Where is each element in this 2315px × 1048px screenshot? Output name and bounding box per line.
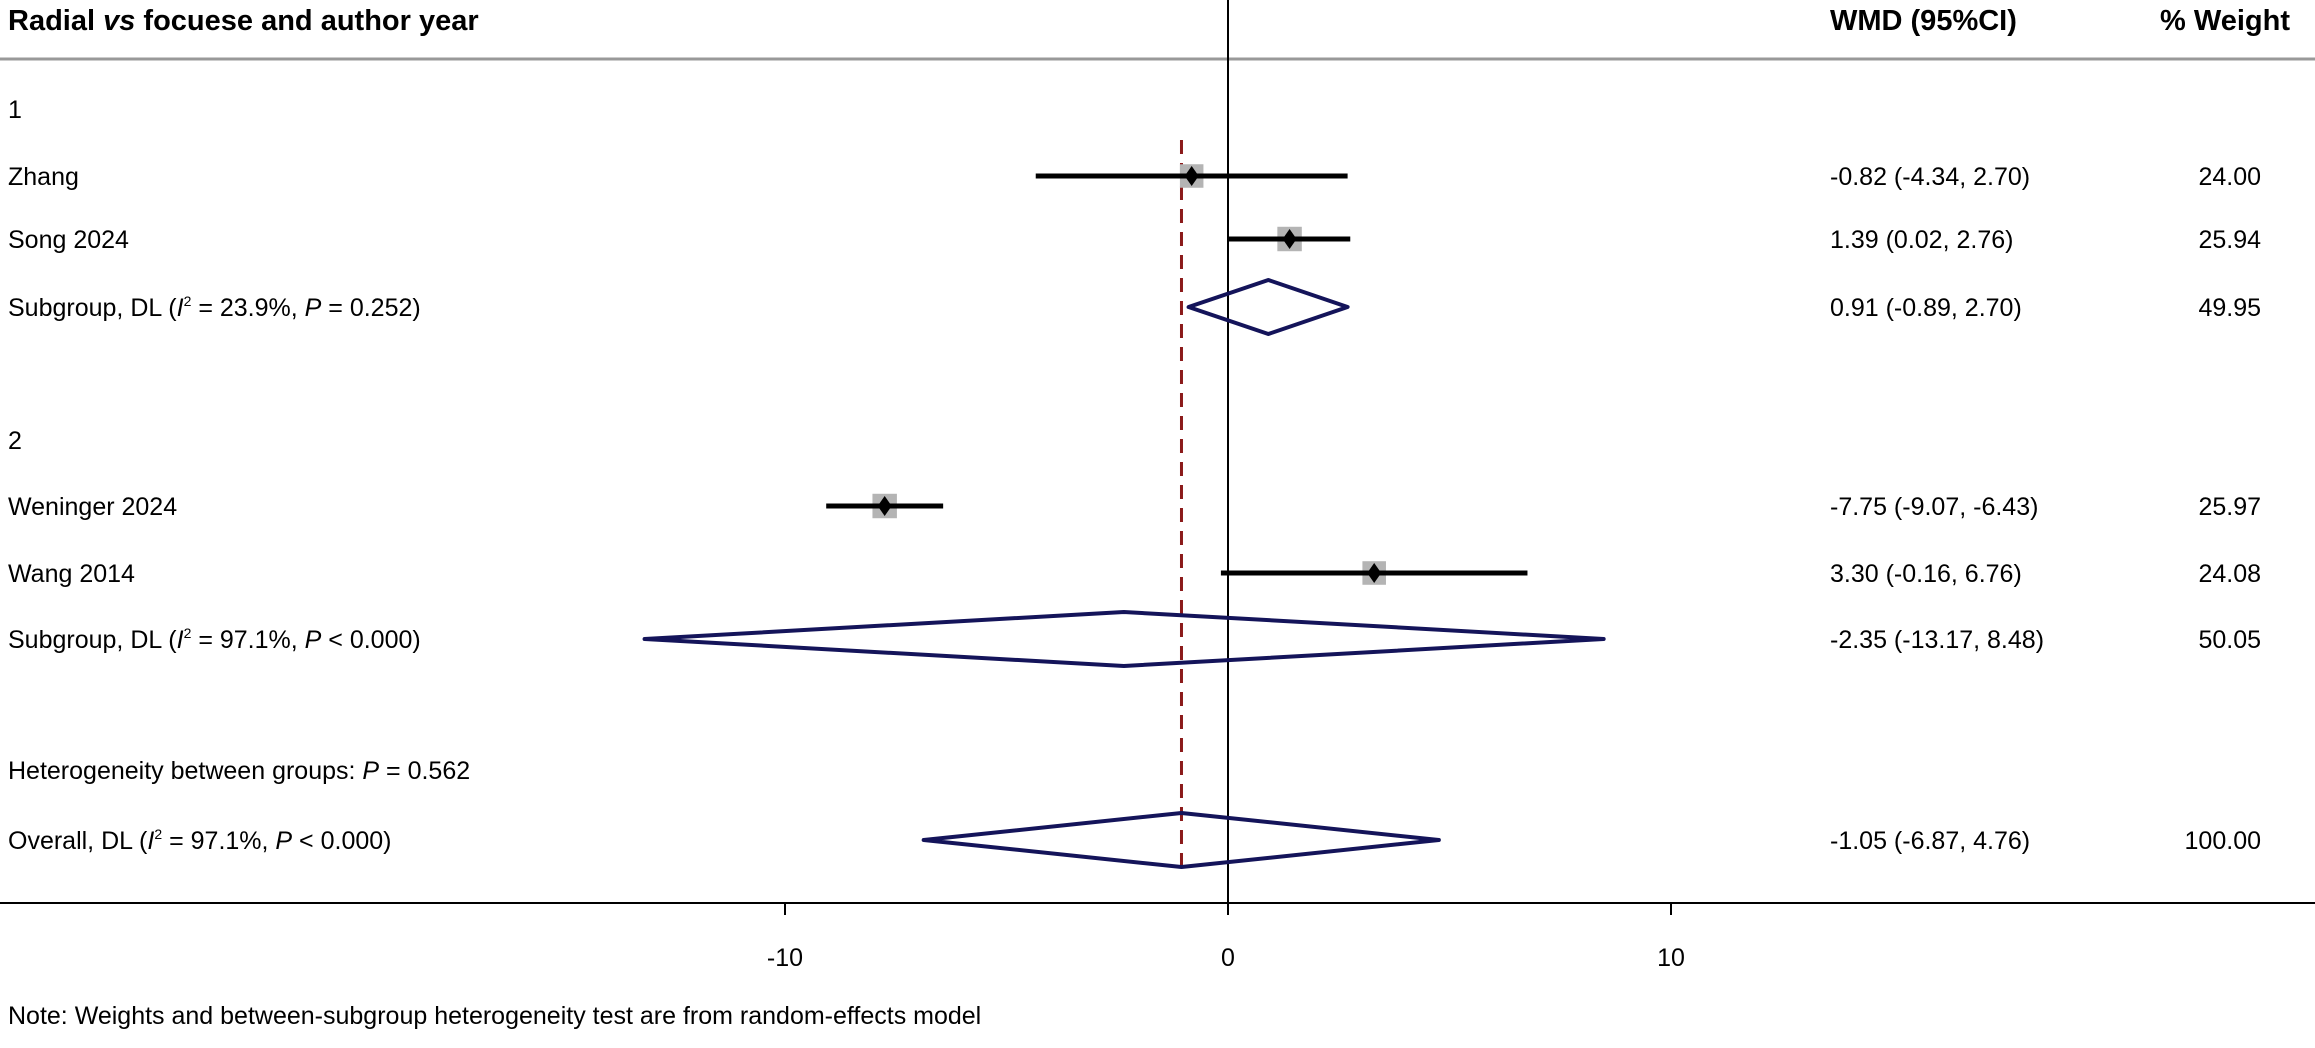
effect-ci-text: -7.75 (-9.07, -6.43): [1830, 493, 2038, 521]
row-label: Weninger 2024: [8, 493, 177, 521]
i2-symbol: I: [147, 827, 154, 855]
i2-symbol: I: [177, 294, 184, 322]
subgroup-diamond: [642, 610, 1606, 668]
row-label: 1: [8, 96, 22, 124]
effect-ci-text: 1.39 (0.02, 2.76): [1830, 226, 2013, 254]
row-label: Overall, DL (I2 = 97.1%, P < 0.000): [8, 826, 392, 855]
row-label: Song 2024: [8, 226, 129, 254]
footnote: Note: Weights and between-subgroup heter…: [8, 1002, 981, 1030]
row-label: Subgroup, DL (I2 = 97.1%, P < 0.000): [8, 625, 421, 654]
x-tick-label: -10: [767, 944, 803, 972]
p-value: < 0.000): [292, 827, 391, 855]
row-label: 2: [8, 427, 22, 455]
row-label: Subgroup, DL (I2 = 23.9%, P = 0.252): [8, 293, 421, 322]
i2-value: = 97.1%,: [191, 626, 304, 654]
row-label: Heterogeneity between groups: P = 0.562: [8, 757, 470, 785]
row-label: Zhang: [8, 163, 79, 191]
study-point-estimate: [1282, 229, 1297, 249]
header-study-label: Radial vs focuese and author year: [8, 5, 479, 37]
het-label: Heterogeneity between groups:: [8, 757, 362, 785]
effect-ci-text: 0.91 (-0.89, 2.70): [1830, 294, 2022, 322]
header-weight-label: % Weight: [2160, 5, 2290, 37]
effect-ci-text: -0.82 (-4.34, 2.70): [1830, 163, 2030, 191]
p-symbol: P: [305, 626, 322, 654]
i2-superscript: 2: [154, 826, 162, 842]
i2-value: = 23.9%,: [191, 294, 304, 322]
p-symbol: P: [275, 827, 292, 855]
weight-text: 25.97: [2198, 493, 2261, 521]
p-symbol: P: [362, 757, 379, 785]
effect-ci-text: 3.30 (-0.16, 6.76): [1830, 560, 2022, 588]
weight-text: 24.00: [2198, 163, 2261, 191]
p-value: = 0.562: [379, 757, 470, 785]
weight-text: 49.95: [2198, 294, 2261, 322]
i2-value: = 97.1%,: [162, 827, 275, 855]
i2-superscript: 2: [184, 625, 192, 641]
pooled-label: Subgroup, DL (: [8, 626, 177, 654]
header-text-italic: vs: [103, 5, 135, 37]
weight-text: 24.08: [2198, 560, 2261, 588]
weight-text: 50.05: [2198, 626, 2261, 654]
pooled-label: Subgroup, DL (: [8, 294, 177, 322]
study-point-estimate: [1367, 563, 1382, 583]
p-value: < 0.000): [321, 626, 420, 654]
p-symbol: P: [305, 294, 322, 322]
study-point-estimate: [1184, 166, 1199, 186]
pooled-label: Overall, DL (: [8, 827, 148, 855]
header-effect-label: WMD (95%CI): [1830, 5, 2017, 37]
p-value: = 0.252): [321, 294, 420, 322]
weight-text: 100.00: [2185, 827, 2261, 855]
header-text: Radial: [8, 5, 103, 37]
x-tick-label: 10: [1657, 944, 1685, 972]
x-tick-label: 0: [1221, 944, 1235, 972]
effect-ci-text: -1.05 (-6.87, 4.76): [1830, 827, 2030, 855]
effect-ci-text: -2.35 (-13.17, 8.48): [1830, 626, 2044, 654]
i2-superscript: 2: [184, 293, 192, 309]
row-label: Wang 2014: [8, 560, 135, 588]
i2-symbol: I: [177, 626, 184, 654]
subgroup-diamond: [1186, 278, 1350, 336]
header-text: focuese and author year: [135, 5, 478, 37]
study-point-estimate: [877, 496, 892, 516]
overall-diamond: [921, 811, 1441, 869]
weight-text: 25.94: [2198, 226, 2261, 254]
